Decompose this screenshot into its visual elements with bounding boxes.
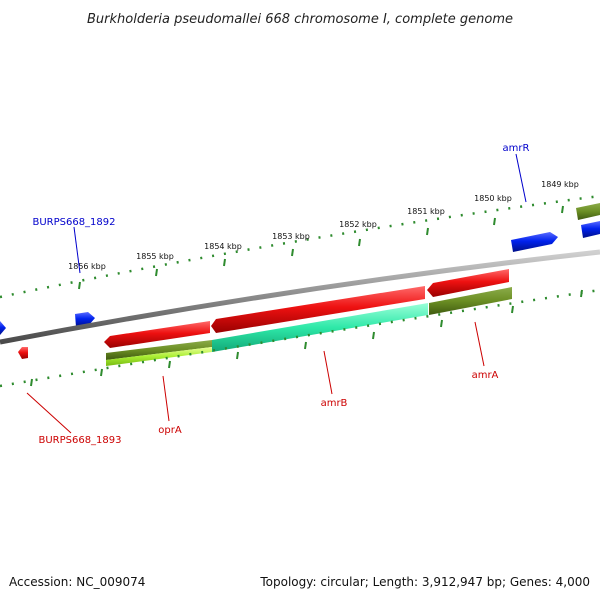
tick-label-1856: 1856 kbp: [68, 262, 106, 271]
forward-gene-left-edge: [0, 321, 6, 335]
olive-feature-right-edge: [576, 203, 600, 220]
leader-amrr: [515, 153, 527, 203]
reverse-gene-burps668-1893: [18, 347, 28, 359]
tick-labels: 1856 kbp 1855 kbp 1854 kbp 1853 kbp 1852…: [68, 180, 579, 271]
leader-amra: [474, 321, 485, 367]
tick-label-1854: 1854 kbp: [204, 242, 242, 251]
inner-tick-ring: [0, 288, 600, 388]
tick-label-1853: 1853 kbp: [272, 232, 310, 241]
gene-label-burps668-1893: BURPS668_1893: [38, 435, 121, 446]
inner-major-ticks: [30, 289, 583, 387]
tick-label-1852: 1852 kbp: [339, 220, 377, 229]
lime-feature-opra: [106, 347, 212, 366]
tick-label-1849: 1849 kbp: [541, 180, 579, 189]
leader-burps668-1893: [26, 392, 72, 434]
gene-label-amrr: amrR: [503, 143, 530, 154]
tick-label-1851: 1851 kbp: [407, 207, 445, 216]
map-title: Burkholderia pseudomallei 668 chromosome…: [87, 12, 513, 27]
leader-amrb: [323, 350, 333, 395]
topology-footer: Topology: circular; Length: 3,912,947 bp…: [260, 575, 590, 589]
reverse-gene-amrb: [211, 286, 425, 333]
teal-feature-amrb: [212, 303, 428, 352]
olive-feature-amra: [429, 287, 512, 315]
tick-label-1855: 1855 kbp: [136, 252, 174, 261]
gene-label-amrb: amrB: [321, 398, 348, 409]
reverse-gene-opra: [104, 321, 210, 348]
tick-label-1850: 1850 kbp: [474, 194, 512, 203]
gene-label-burps668-1892: BURPS668_1892: [32, 217, 115, 228]
genome-backbone: [0, 249, 600, 345]
forward-gene-amrr: [511, 232, 558, 252]
olive-feature-opra: [106, 340, 212, 360]
reverse-gene-amra: [427, 269, 509, 297]
outer-major-ticks: [78, 205, 564, 290]
outer-tick-ring: [0, 194, 600, 299]
leader-burps668-1892: [73, 226, 81, 274]
accession-footer: Accession: NC_009074: [9, 575, 146, 589]
forward-gene-right-edge: [581, 221, 600, 238]
leader-opra: [162, 375, 170, 422]
gene-label-amra: amrA: [472, 370, 499, 381]
gene-label-opra: oprA: [158, 425, 182, 436]
